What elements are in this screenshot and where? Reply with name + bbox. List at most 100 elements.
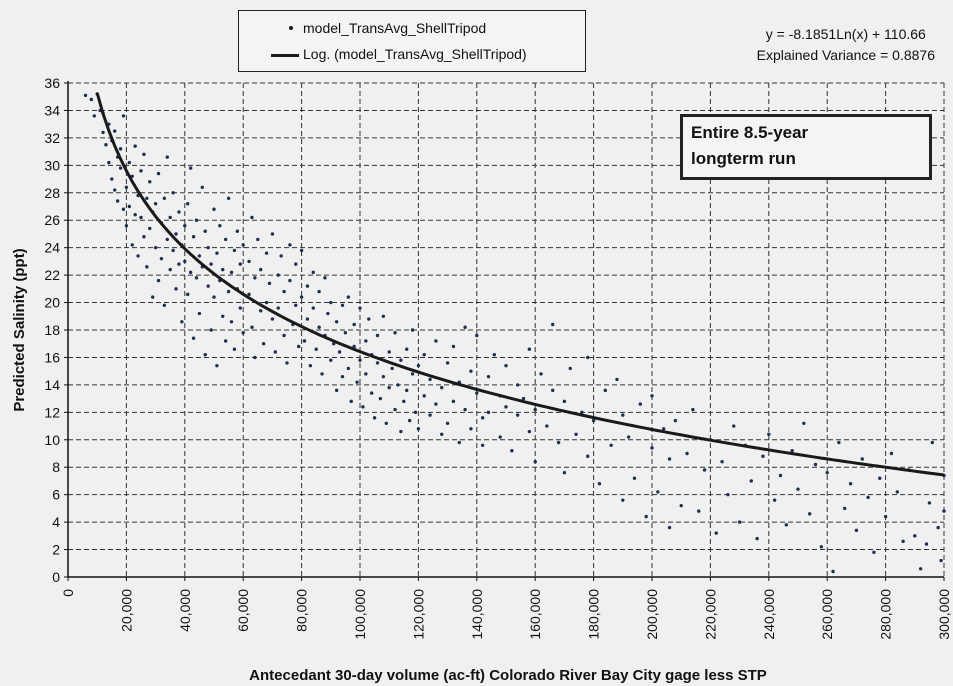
y-tick-label: 18 — [44, 322, 60, 338]
data-point — [305, 317, 310, 321]
data-point — [118, 147, 123, 151]
x-tick-label: 200,000 — [644, 589, 660, 640]
data-point — [110, 177, 114, 181]
data-point — [568, 366, 572, 371]
x-tick-label: 80,000 — [294, 589, 310, 632]
data-point — [115, 199, 120, 203]
data-point — [451, 344, 456, 349]
data-point — [837, 440, 841, 445]
data-point — [253, 276, 257, 280]
data-point — [127, 160, 132, 165]
data-point — [667, 525, 672, 530]
data-point — [384, 421, 388, 426]
data-point — [127, 204, 132, 209]
data-point — [209, 328, 213, 332]
data-point — [165, 237, 169, 242]
data-point — [405, 347, 409, 351]
data-point — [527, 347, 532, 351]
data-point — [311, 270, 315, 275]
x-tick-label: 240,000 — [761, 589, 777, 640]
data-point — [188, 270, 193, 275]
data-point — [737, 520, 742, 524]
data-point — [162, 303, 167, 307]
data-point — [621, 413, 625, 417]
data-point — [755, 536, 759, 541]
data-point — [434, 402, 438, 406]
x-tick-label: 40,000 — [177, 589, 193, 632]
data-point — [913, 534, 917, 538]
data-point — [358, 306, 362, 310]
data-point — [772, 498, 777, 502]
data-point — [480, 416, 485, 420]
data-point — [644, 514, 648, 519]
x-tick-label: 60,000 — [235, 589, 251, 632]
legend: model_TransAvg_ShellTripod Log. (model_T… — [238, 10, 586, 72]
legend-label-trend: Log. (model_TransAvg_ShellTripod) — [303, 46, 527, 62]
y-tick-label: 36 — [44, 75, 60, 91]
y-tick-label: 12 — [44, 404, 60, 420]
data-point — [153, 245, 158, 250]
y-tick-label: 34 — [44, 102, 60, 118]
data-point — [113, 188, 117, 192]
data-point — [320, 372, 324, 376]
data-point — [551, 388, 555, 393]
data-point — [463, 325, 467, 329]
data-point — [784, 523, 789, 527]
data-point — [825, 471, 829, 475]
data-point — [206, 245, 210, 250]
data-point — [337, 350, 342, 354]
data-point — [387, 385, 391, 390]
data-point — [346, 295, 351, 299]
equation-line: y = -8.1851Ln(x) + 110.66 — [765, 26, 926, 42]
x-tick-label: 260,000 — [819, 589, 835, 640]
data-point — [223, 237, 228, 242]
data-point — [194, 218, 199, 222]
data-point — [399, 429, 403, 434]
annotation-line-2: longterm run — [691, 149, 796, 168]
data-point — [551, 322, 555, 327]
data-point — [282, 289, 286, 294]
data-point — [183, 259, 187, 264]
data-point — [288, 278, 292, 283]
data-point — [410, 372, 415, 376]
data-point — [539, 372, 543, 376]
data-point — [130, 243, 134, 247]
data-point — [136, 254, 140, 258]
data-point — [422, 394, 426, 398]
data-point — [872, 550, 876, 554]
data-point — [545, 424, 549, 428]
data-point — [162, 196, 167, 200]
data-point — [276, 273, 280, 277]
legend-point-marker — [289, 26, 293, 30]
data-point — [142, 152, 146, 157]
data-point — [241, 243, 245, 247]
y-tick-label: 32 — [44, 130, 60, 146]
data-point — [302, 339, 307, 343]
data-point — [878, 476, 882, 480]
data-point — [340, 303, 345, 307]
data-point — [369, 391, 374, 395]
data-point — [334, 320, 339, 324]
data-point — [533, 460, 537, 464]
y-tick-label: 22 — [44, 267, 60, 283]
explained-variance: Explained Variance = 0.8876 — [756, 47, 935, 63]
data-point — [515, 383, 520, 387]
data-point — [390, 366, 394, 371]
axes — [64, 81, 945, 581]
data-point — [679, 503, 683, 508]
data-point — [92, 114, 96, 118]
data-point — [241, 331, 245, 335]
data-point — [121, 114, 126, 118]
data-point — [463, 407, 467, 412]
data-point — [212, 207, 216, 211]
data-point — [235, 229, 240, 233]
y-tick-label: 6 — [52, 487, 60, 503]
data-point — [311, 306, 315, 310]
data-point — [428, 377, 432, 382]
data-point — [346, 366, 351, 371]
x-tick-label: 100,000 — [352, 589, 368, 640]
data-point — [200, 185, 205, 189]
data-point — [778, 473, 783, 478]
data-point — [939, 558, 943, 563]
data-point — [267, 281, 272, 286]
